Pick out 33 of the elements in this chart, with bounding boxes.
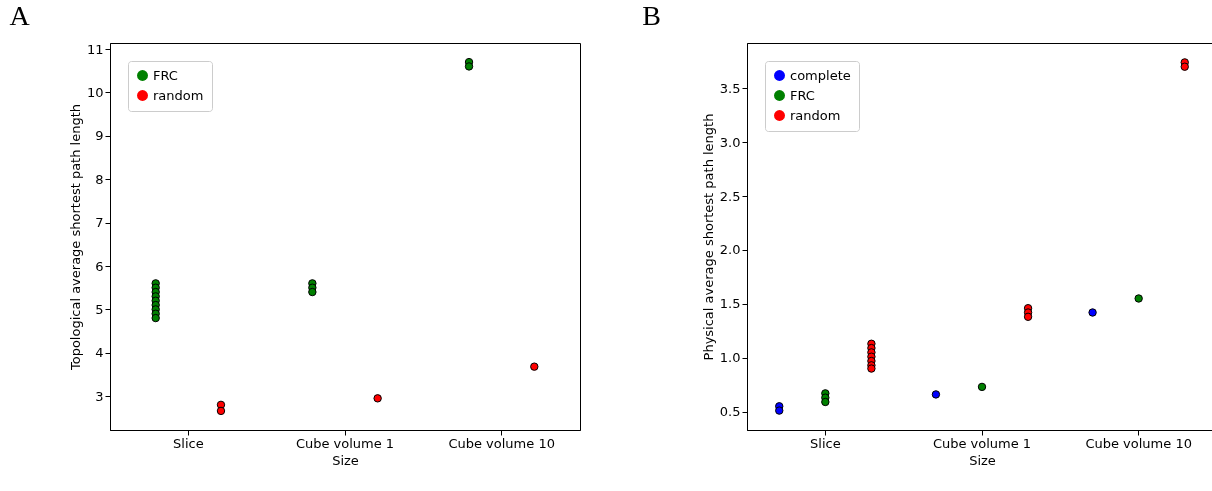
x-tick-label: Cube volume 1 <box>932 435 1032 451</box>
y-tick-label: 5 <box>95 301 104 317</box>
x-tick-label: Cube volume 1 <box>295 435 395 451</box>
chart-title: B <box>642 0 662 31</box>
y-tick-label: 0.5 <box>719 404 741 420</box>
y-tick-label: 1.0 <box>719 350 741 366</box>
y-tick-label: 9 <box>95 128 104 144</box>
legend-label: random <box>790 107 841 123</box>
y-tick-label: 10 <box>86 84 104 100</box>
y-tick-label: 3.5 <box>719 80 741 96</box>
x-axis-title: Size <box>332 452 359 468</box>
y-tick-label: 6 <box>95 258 104 274</box>
legend-label: complete <box>790 67 851 83</box>
y-tick-label: 3.0 <box>719 134 741 150</box>
y-tick-label: 8 <box>95 171 104 187</box>
legend-label: FRC <box>153 67 178 83</box>
y-tick-label: 7 <box>95 215 104 231</box>
y-tick-label: 1.5 <box>719 296 741 312</box>
x-tick-label: Slice <box>173 435 204 451</box>
legend-label: random <box>153 87 204 103</box>
y-tick-label: 4 <box>95 345 104 361</box>
legend-label: FRC <box>790 87 815 103</box>
chart-title: A <box>9 0 31 31</box>
y-tick-label: 11 <box>86 41 104 57</box>
x-tick-label: Cube volume 10 <box>448 435 555 451</box>
y-tick-label: 2.0 <box>719 242 741 258</box>
y-axis-title: Physical average shortest path length <box>700 113 716 361</box>
y-tick-label: 3 <box>95 388 104 404</box>
x-tick-label: Slice <box>810 435 841 451</box>
y-axis-title: Topological average shortest path length <box>67 103 83 372</box>
y-tick-label: 2.5 <box>719 188 741 204</box>
x-axis-title: Size <box>969 452 996 468</box>
x-tick-label: Cube volume 10 <box>1085 435 1192 451</box>
